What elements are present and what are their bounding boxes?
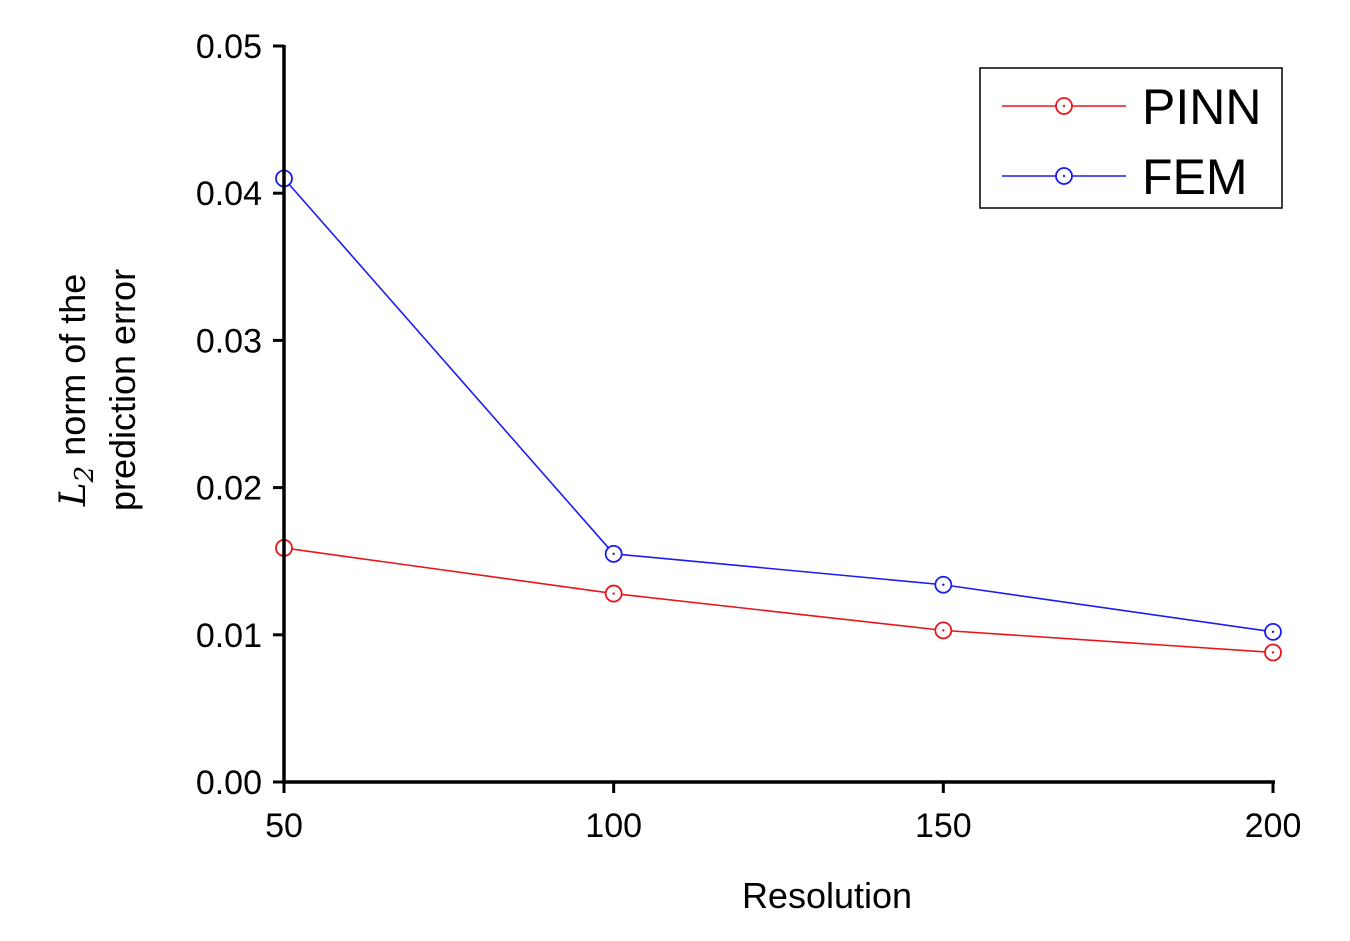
y-tick-label: 0.05	[196, 28, 262, 66]
plot-area	[275, 169, 1282, 662]
y-tick-label: 0.04	[196, 175, 262, 213]
y-tick-label: 0.01	[196, 617, 262, 655]
y-axis-title-rest: norm of the	[52, 274, 93, 466]
legend-label-pinn: PINN	[1142, 79, 1261, 135]
legend-label-fem: FEM	[1142, 149, 1248, 205]
data-point-pinn	[934, 621, 953, 640]
series-pinn	[275, 539, 1282, 662]
axes	[282, 45, 1275, 784]
legend-entry-fem: FEM	[1002, 149, 1248, 205]
series-fem	[275, 169, 1282, 641]
y-tick-label: 0.00	[196, 764, 262, 802]
x-tick-label: 100	[585, 807, 642, 845]
y-axis-symbol: L	[53, 482, 94, 507]
legend-entries: PINN FEM	[1002, 79, 1261, 205]
y-axis-title-line1: L2 norm of the	[52, 274, 100, 508]
series-line-pinn	[283, 547, 1274, 654]
tick-labels: 0.00 0.01 0.02 0.03 0.04 0.05 50 100 150 200	[196, 28, 1302, 845]
legend-box	[979, 67, 1283, 209]
legend: PINN FEM	[979, 67, 1283, 209]
y-axis-title-line2: prediction error	[102, 269, 143, 511]
x-tick-label: 50	[265, 807, 303, 845]
data-point-pinn	[604, 584, 623, 603]
y-tick-label: 0.02	[196, 470, 262, 508]
legend-entry-pinn: PINN	[1002, 79, 1261, 135]
y-axis-subscript: 2	[70, 466, 100, 484]
data-point-fem	[604, 544, 623, 563]
x-tick-label: 150	[915, 807, 972, 845]
y-axis-title: L2 norm of the prediction error	[52, 269, 143, 511]
x-tick-label: 200	[1245, 807, 1302, 845]
data-point-fem	[934, 575, 953, 594]
data-point-fem	[1264, 622, 1282, 641]
series-line-fem	[283, 177, 1274, 633]
y-tick-label: 0.03	[196, 322, 262, 360]
data-point-pinn	[1264, 643, 1282, 662]
x-axis-title: Resolution	[742, 875, 912, 916]
